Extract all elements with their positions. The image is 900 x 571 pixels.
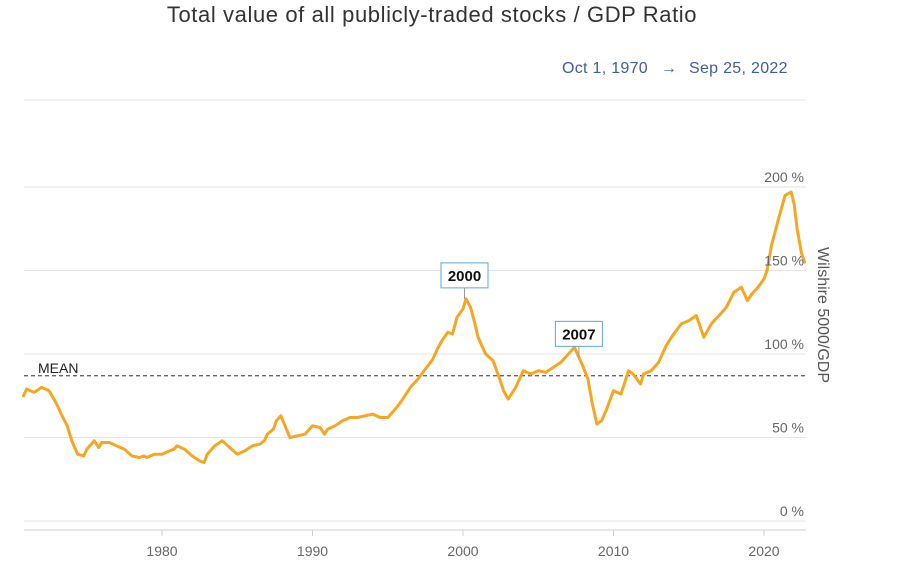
annotations: 2000 2007 [440, 262, 603, 358]
annotation-label: 2000 [448, 268, 481, 285]
y-tick-label: 0 % [780, 503, 804, 519]
y-tick-label: 150 % [764, 253, 804, 269]
series-line [22, 190, 807, 465]
y-tick-label: 200 % [764, 169, 804, 185]
x-tick-label: 2020 [748, 543, 779, 559]
mean-label: MEAN [38, 360, 78, 376]
date-range-end: Sep 25, 2022 [689, 60, 788, 77]
annotation-box [554, 320, 603, 347]
y-tick-label: 50 % [772, 420, 804, 436]
x-tick-label: 2010 [598, 543, 629, 559]
grid [24, 186, 806, 531]
x-tick-label: 1980 [146, 543, 177, 559]
date-range-start: Oct 1, 1970 [562, 60, 648, 77]
date-range: Oct 1, 1970 → Sep 25, 2022 [562, 60, 788, 77]
annotation-box [440, 262, 489, 289]
y-axis-ticks: 0 % 50 % 100 % 150 % 200 % [764, 169, 804, 519]
annotation: 2000 [440, 262, 489, 299]
chart-title: Total value of all publicly-traded stock… [167, 2, 697, 27]
annotation: 2007 [554, 320, 603, 358]
x-axis-ticks: 1980 1990 2000 2010 2020 [146, 530, 780, 559]
date-range-arrow: → [661, 60, 677, 77]
x-tick-label: 2000 [447, 543, 478, 559]
y-axis-title: Wilshire 5000/GDP [814, 247, 831, 383]
annotation-label: 2007 [562, 326, 595, 343]
y-tick-label: 100 % [764, 336, 804, 352]
x-tick-label: 1990 [297, 543, 328, 559]
